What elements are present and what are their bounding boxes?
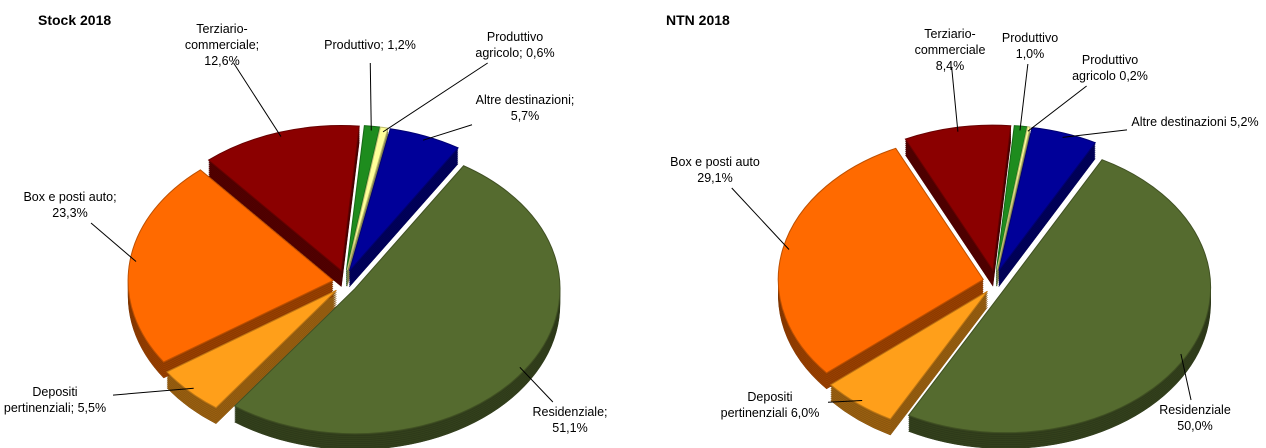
chart-title: NTN 2018	[666, 12, 730, 28]
data-label: Box e posti auto; 23,3%	[5, 189, 135, 221]
data-label: Produttivo 1,0%	[995, 30, 1065, 62]
category-label: Box e posti auto	[670, 155, 760, 169]
slice	[829, 290, 988, 420]
slice	[207, 125, 360, 272]
value-label: 5,2%	[1230, 115, 1259, 129]
slice	[345, 125, 381, 271]
leader-line	[1062, 129, 1128, 138]
value-label: 23,3%	[52, 206, 88, 220]
data-label: Depositi pertinenziali; 5,5%	[0, 384, 110, 416]
value-label: 0,6%	[526, 46, 555, 60]
leader-line	[1027, 85, 1087, 132]
value-label: 12,6%	[204, 54, 240, 68]
category-label: Terziario-commerciale	[914, 27, 986, 57]
value-label: 5,7%	[510, 109, 540, 123]
data-label: Altre destinazioni 5,2%	[1130, 114, 1260, 130]
category-label: Residenziale	[1159, 403, 1231, 417]
category-label: Produttivo agricolo	[1072, 53, 1139, 83]
value-label: 51,1%	[552, 421, 588, 435]
pie	[127, 125, 561, 448]
slice	[166, 289, 337, 409]
category-label: Altre destinazioni;	[475, 93, 575, 107]
leader-line	[731, 187, 790, 250]
pie	[777, 124, 1212, 448]
value-label: 1,2%	[387, 38, 416, 52]
slice	[996, 126, 1031, 271]
slice	[127, 169, 335, 363]
value-label: 0,2%	[1119, 69, 1148, 83]
data-label: Produttivo agricolo 0,2%	[1070, 52, 1150, 84]
value-label: 50,0%	[1177, 419, 1213, 433]
chart-title: Stock 2018	[38, 12, 112, 28]
value-label: 5,5%	[77, 401, 107, 415]
leader-line	[1180, 353, 1192, 401]
leader-line	[519, 366, 554, 403]
category-label: Produttivo	[1001, 31, 1059, 45]
value-label: 8,4%	[935, 59, 965, 73]
category-label: Box e posti auto;	[23, 190, 117, 204]
category-label: Depositi pertinenziali;	[3, 385, 78, 415]
category-label: Altre destinazioni	[1131, 115, 1227, 129]
slice	[904, 124, 1012, 272]
data-label: Residenziale 50,0%	[1150, 402, 1240, 434]
leader-line	[369, 62, 372, 131]
leader-line	[1019, 63, 1029, 131]
category-label: Residenziale;	[532, 405, 608, 419]
category-label: Depositi pertinenziali	[720, 390, 793, 420]
value-label: 1,0%	[1015, 47, 1045, 61]
data-label: Produttivo agricolo; 0,6%	[465, 29, 565, 61]
category-label: Terziario-commerciale;	[184, 22, 260, 52]
data-label: Produttivo; 1,2%	[305, 37, 435, 53]
leader-line	[382, 62, 488, 133]
slice	[348, 128, 459, 272]
data-label: Depositi pertinenziali 6,0%	[715, 389, 825, 421]
leader-line	[90, 222, 137, 262]
value-label: 29,1%	[697, 171, 733, 185]
leader-line	[422, 124, 473, 141]
slice	[233, 165, 561, 435]
data-label: Terziario-commerciale; 12,6%	[167, 21, 277, 69]
data-label: Box e posti auto 29,1%	[655, 154, 775, 186]
category-label: Produttivo agricolo;	[475, 30, 544, 60]
value-label: 6,0%	[790, 406, 820, 420]
data-label: Altre destinazioni; 5,7%	[475, 92, 575, 124]
category-label: Produttivo;	[324, 38, 384, 52]
leader-line	[233, 62, 282, 137]
data-label: Terziario-commerciale 8,4%	[900, 26, 1000, 74]
leader-line	[951, 67, 959, 132]
slice	[777, 147, 984, 374]
slice	[907, 159, 1212, 434]
leader-line	[827, 400, 863, 403]
data-label: Residenziale; 51,1%	[515, 404, 625, 436]
leader-line	[112, 387, 194, 396]
